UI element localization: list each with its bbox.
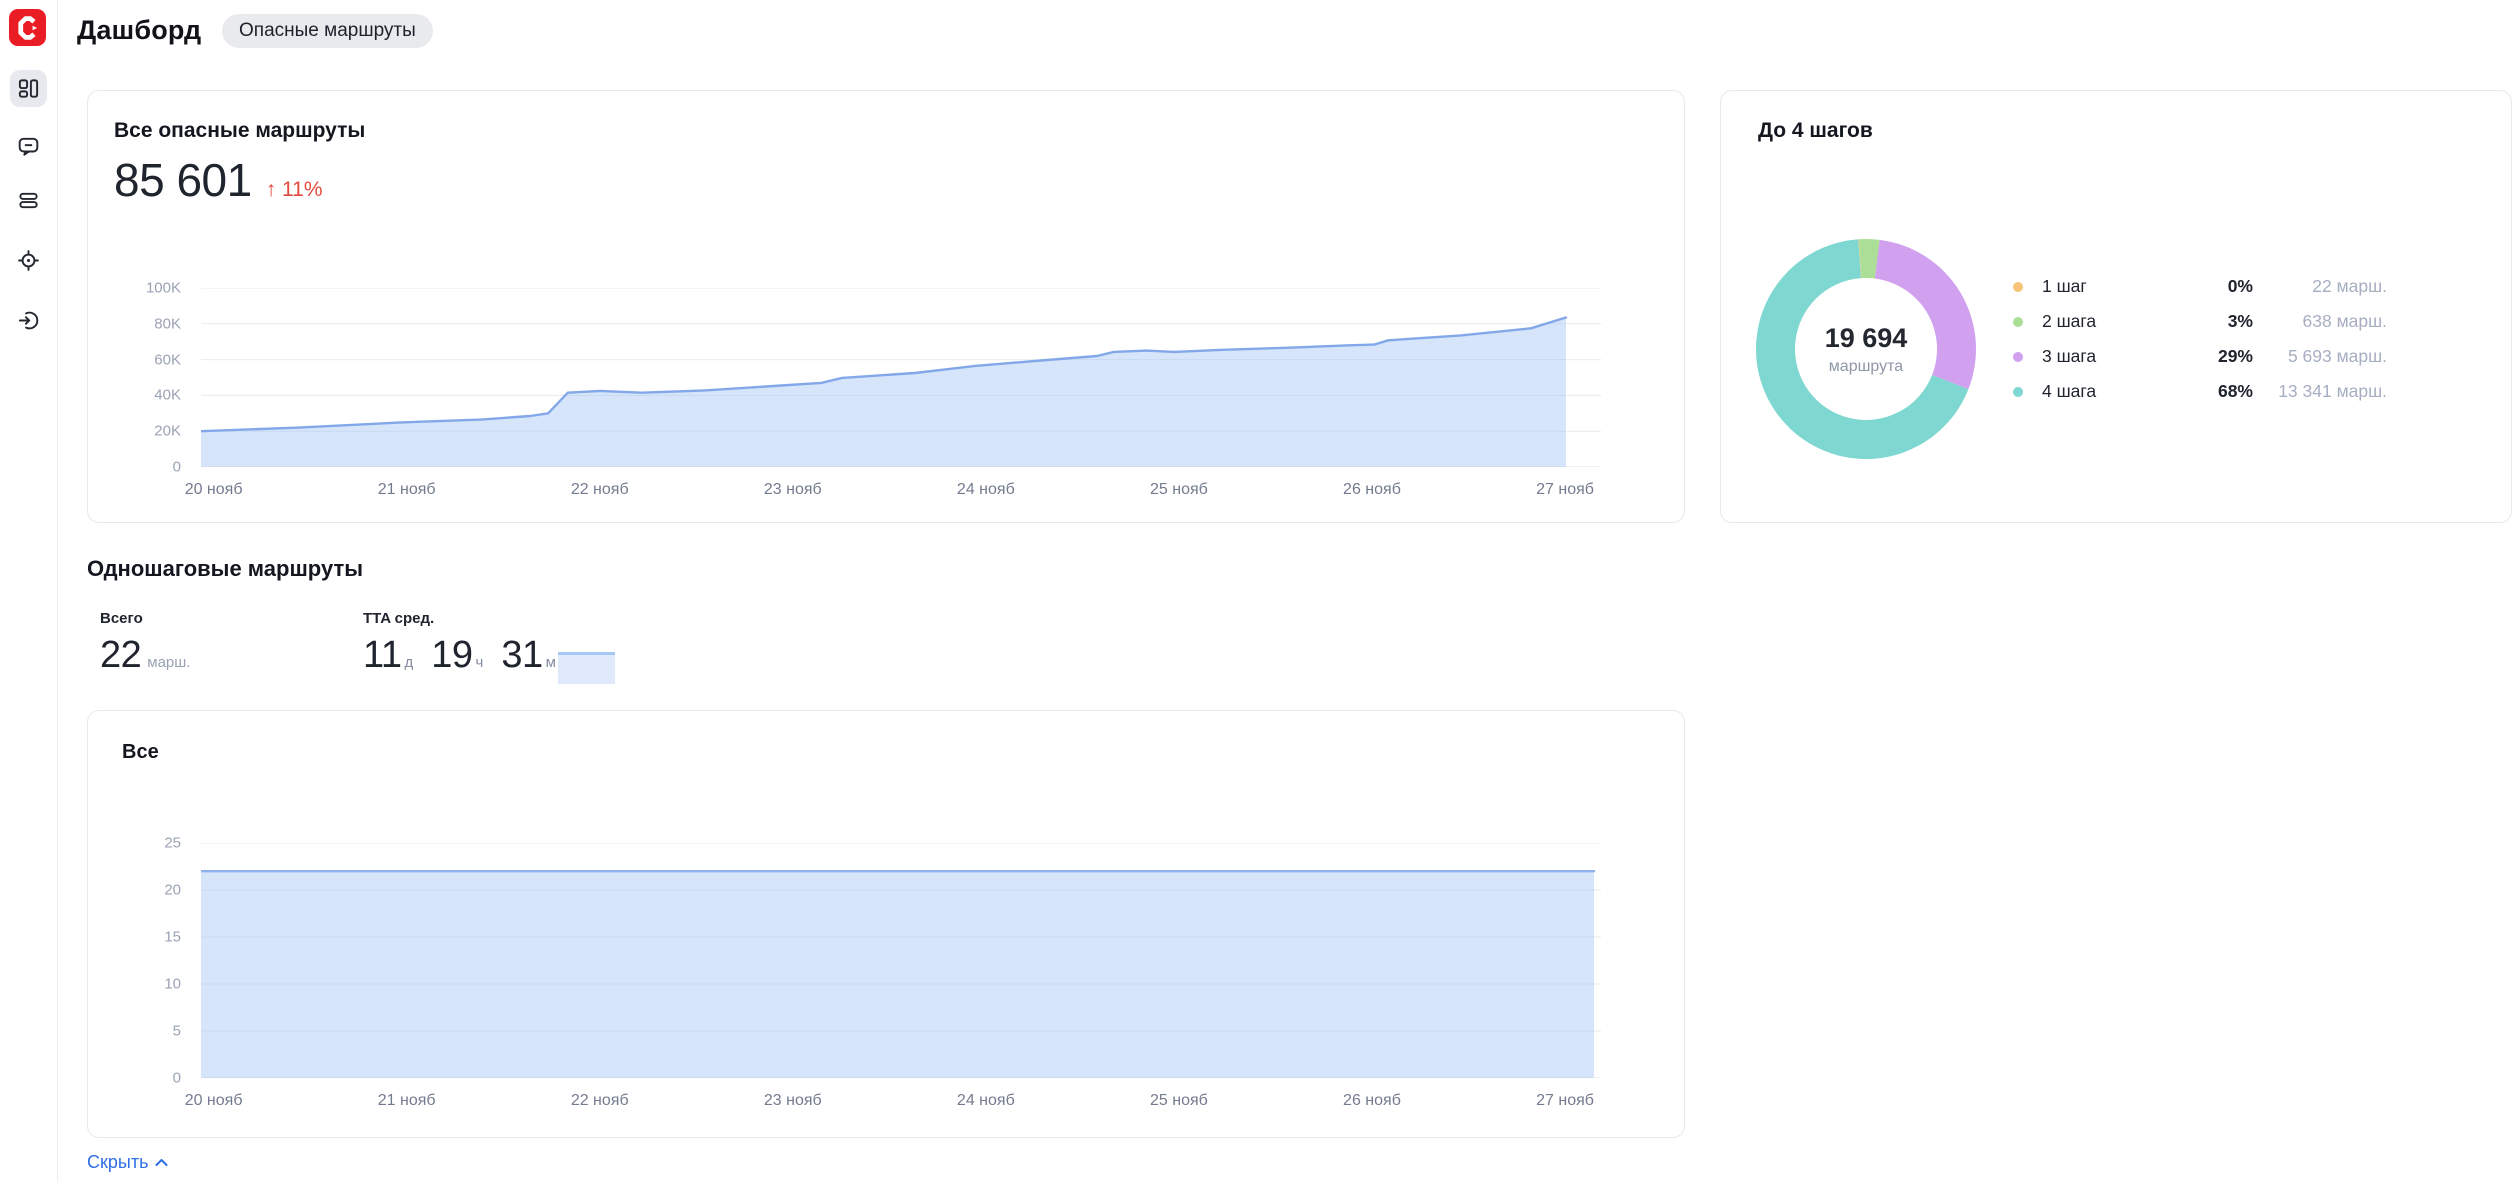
legend-percent: 3% bbox=[2227, 311, 2253, 331]
x-tick-label: 27 нояб bbox=[1536, 481, 1594, 498]
total-routes-value: 85 601 bbox=[114, 154, 252, 206]
tta-minutes-unit: м bbox=[545, 654, 556, 671]
legend-row: 2 шага 3% 638 марш. bbox=[2013, 304, 2395, 339]
y-tick-label: 20 bbox=[164, 881, 181, 899]
y-tick-label: 0 bbox=[172, 458, 181, 476]
y-tick-label: 10 bbox=[164, 975, 181, 993]
sidebar-item-sign-in[interactable] bbox=[10, 302, 47, 339]
tta-stat-label: TTA сред. bbox=[363, 610, 435, 627]
comment-icon bbox=[18, 137, 39, 156]
y-tick-label: 5 bbox=[172, 1022, 181, 1040]
hide-button[interactable]: Скрыть bbox=[87, 1152, 168, 1173]
x-axis-labels: 20 нояб 21 нояб 22 нояб 23 нояб 24 нояб 25 но… bbox=[185, 481, 1601, 503]
legend-percent: 0% bbox=[2227, 276, 2253, 296]
sign-in-icon bbox=[18, 311, 39, 330]
chevron-up-icon bbox=[155, 1159, 168, 1166]
legend-label: 4 шага bbox=[2042, 381, 2097, 401]
tta-days-unit: д bbox=[404, 654, 414, 671]
y-tick-label: 100K bbox=[145, 279, 181, 297]
hide-label: Скрыть bbox=[87, 1152, 149, 1172]
total-stat-value: 22 bbox=[100, 634, 142, 676]
x-tick-label: 27 нояб bbox=[1536, 1092, 1594, 1109]
x-tick-label: 22 нояб bbox=[570, 1092, 629, 1109]
y-tick-label: 15 bbox=[164, 928, 181, 946]
trend-arrow-icon: ↑ bbox=[265, 178, 277, 201]
x-tick-label: 24 нояб bbox=[956, 481, 1015, 498]
legend-dot-icon bbox=[2013, 316, 2023, 327]
x-tick-label: 22 нояб bbox=[570, 481, 629, 498]
trend-badge: ↑ 11% bbox=[266, 178, 323, 202]
x-axis-labels: 20 нояб 21 нояб 22 нояб 23 нояб 24 нояб 25 но… bbox=[185, 1092, 1601, 1114]
y-tick-label: 20K bbox=[154, 422, 181, 440]
x-tick-label: 20 нояб bbox=[184, 1092, 243, 1109]
legend-row: 4 шага 68% 13 341 марш. bbox=[2013, 374, 2395, 409]
total-stat-label: Всего bbox=[100, 610, 143, 627]
y-tick-label: 40K bbox=[154, 386, 181, 404]
tta-hours-unit: ч bbox=[475, 654, 484, 671]
trend-percent: 11% bbox=[282, 178, 323, 201]
y-tick-label: 25 bbox=[164, 834, 181, 852]
legend-dot-icon bbox=[2013, 351, 2023, 362]
y-tick-label: 0 bbox=[172, 1069, 181, 1087]
dashboard-icon bbox=[18, 79, 39, 98]
tta-days-value: 11 bbox=[363, 634, 402, 676]
legend-label: 2 шага bbox=[2042, 311, 2097, 331]
total-stat-unit: марш. bbox=[147, 654, 191, 671]
legend-row: 3 шага 29% 5 693 марш. bbox=[2013, 339, 2395, 374]
card-title: Все bbox=[122, 741, 159, 763]
legend-count: 13 341 марш. bbox=[2278, 381, 2387, 401]
legend-row: 1 шаг 0% 22 марш. bbox=[2013, 269, 2395, 304]
all-dangerous-routes-card: Все опасные маршруты 85 601 ↑ 11% 100K 80… bbox=[87, 90, 1685, 523]
x-tick-label: 25 нояб bbox=[1149, 1092, 1208, 1109]
legend-dot-icon bbox=[2013, 281, 2023, 292]
legend-percent: 68% bbox=[2217, 381, 2253, 401]
x-tick-label: 23 нояб bbox=[763, 481, 822, 498]
y-axis-labels: 25 20 15 10 5 0 bbox=[88, 835, 191, 1087]
x-tick-label: 23 нояб bbox=[763, 1092, 822, 1109]
tta-sparkline bbox=[558, 652, 615, 684]
x-tick-label: 24 нояб bbox=[956, 1092, 1015, 1109]
donut-legend: 1 шаг 0% 22 марш. 2 шага 3% 638 марш. 3 шага 29… bbox=[2013, 269, 2395, 409]
card-title: До 4 шагов bbox=[1758, 119, 1873, 142]
total-stat: 22 марш. bbox=[100, 634, 190, 677]
tta-minutes-value: 31 bbox=[501, 634, 543, 676]
tta-stat: 11 д 19 ч 31 м bbox=[363, 634, 574, 677]
sidebar-item-lists[interactable] bbox=[10, 182, 47, 219]
x-tick-label: 26 нояб bbox=[1343, 481, 1401, 498]
legend-count: 638 марш. bbox=[2302, 311, 2387, 331]
logo-icon bbox=[17, 15, 37, 40]
rows-icon bbox=[19, 192, 38, 209]
target-icon bbox=[18, 250, 39, 271]
page-title: Дашборд bbox=[77, 15, 202, 45]
y-tick-label: 80K bbox=[154, 315, 181, 333]
x-tick-label: 25 нояб bbox=[1149, 481, 1208, 498]
legend-count: 5 693 марш. bbox=[2287, 346, 2387, 366]
app-logo[interactable] bbox=[9, 9, 46, 46]
y-axis-labels: 100K 80K 60K 40K 20K 0 bbox=[88, 280, 191, 476]
y-tick-label: 60K bbox=[154, 351, 181, 369]
sidebar bbox=[0, 0, 58, 1181]
x-tick-label: 21 нояб bbox=[377, 1092, 436, 1109]
legend-percent: 29% bbox=[2217, 346, 2253, 366]
legend-dot-icon bbox=[2013, 386, 2023, 397]
up-to-4-steps-card: До 4 шагов 19 694 маршрута 1 шаг 0% 22 мар… bbox=[1720, 90, 2512, 523]
steps-donut-chart[interactable]: 19 694 маршрута bbox=[1754, 237, 1978, 461]
routes-badge: Опасные маршруты bbox=[222, 14, 433, 48]
tta-hours-value: 19 bbox=[431, 634, 473, 676]
legend-count: 22 марш. bbox=[2312, 276, 2387, 296]
x-tick-label: 26 нояб bbox=[1343, 1092, 1401, 1109]
x-tick-label: 21 нояб bbox=[377, 481, 436, 498]
sidebar-item-comments[interactable] bbox=[10, 128, 47, 165]
card-title: Все опасные маршруты bbox=[114, 119, 366, 142]
one-step-all-card: Все 25 20 15 10 5 0 20 нояб 21 нояб 22 нояб 23 н… bbox=[87, 710, 1685, 1138]
all-routes-area-chart[interactable] bbox=[201, 288, 1601, 467]
x-tick-label: 20 нояб bbox=[184, 481, 243, 498]
sidebar-item-locate[interactable] bbox=[10, 242, 47, 279]
legend-label: 1 шаг bbox=[2042, 276, 2087, 296]
legend-label: 3 шага bbox=[2042, 346, 2097, 366]
sidebar-item-dashboard[interactable] bbox=[10, 70, 47, 107]
section-title: Одношаговые маршруты bbox=[87, 556, 364, 581]
one-step-area-chart[interactable] bbox=[201, 843, 1601, 1078]
